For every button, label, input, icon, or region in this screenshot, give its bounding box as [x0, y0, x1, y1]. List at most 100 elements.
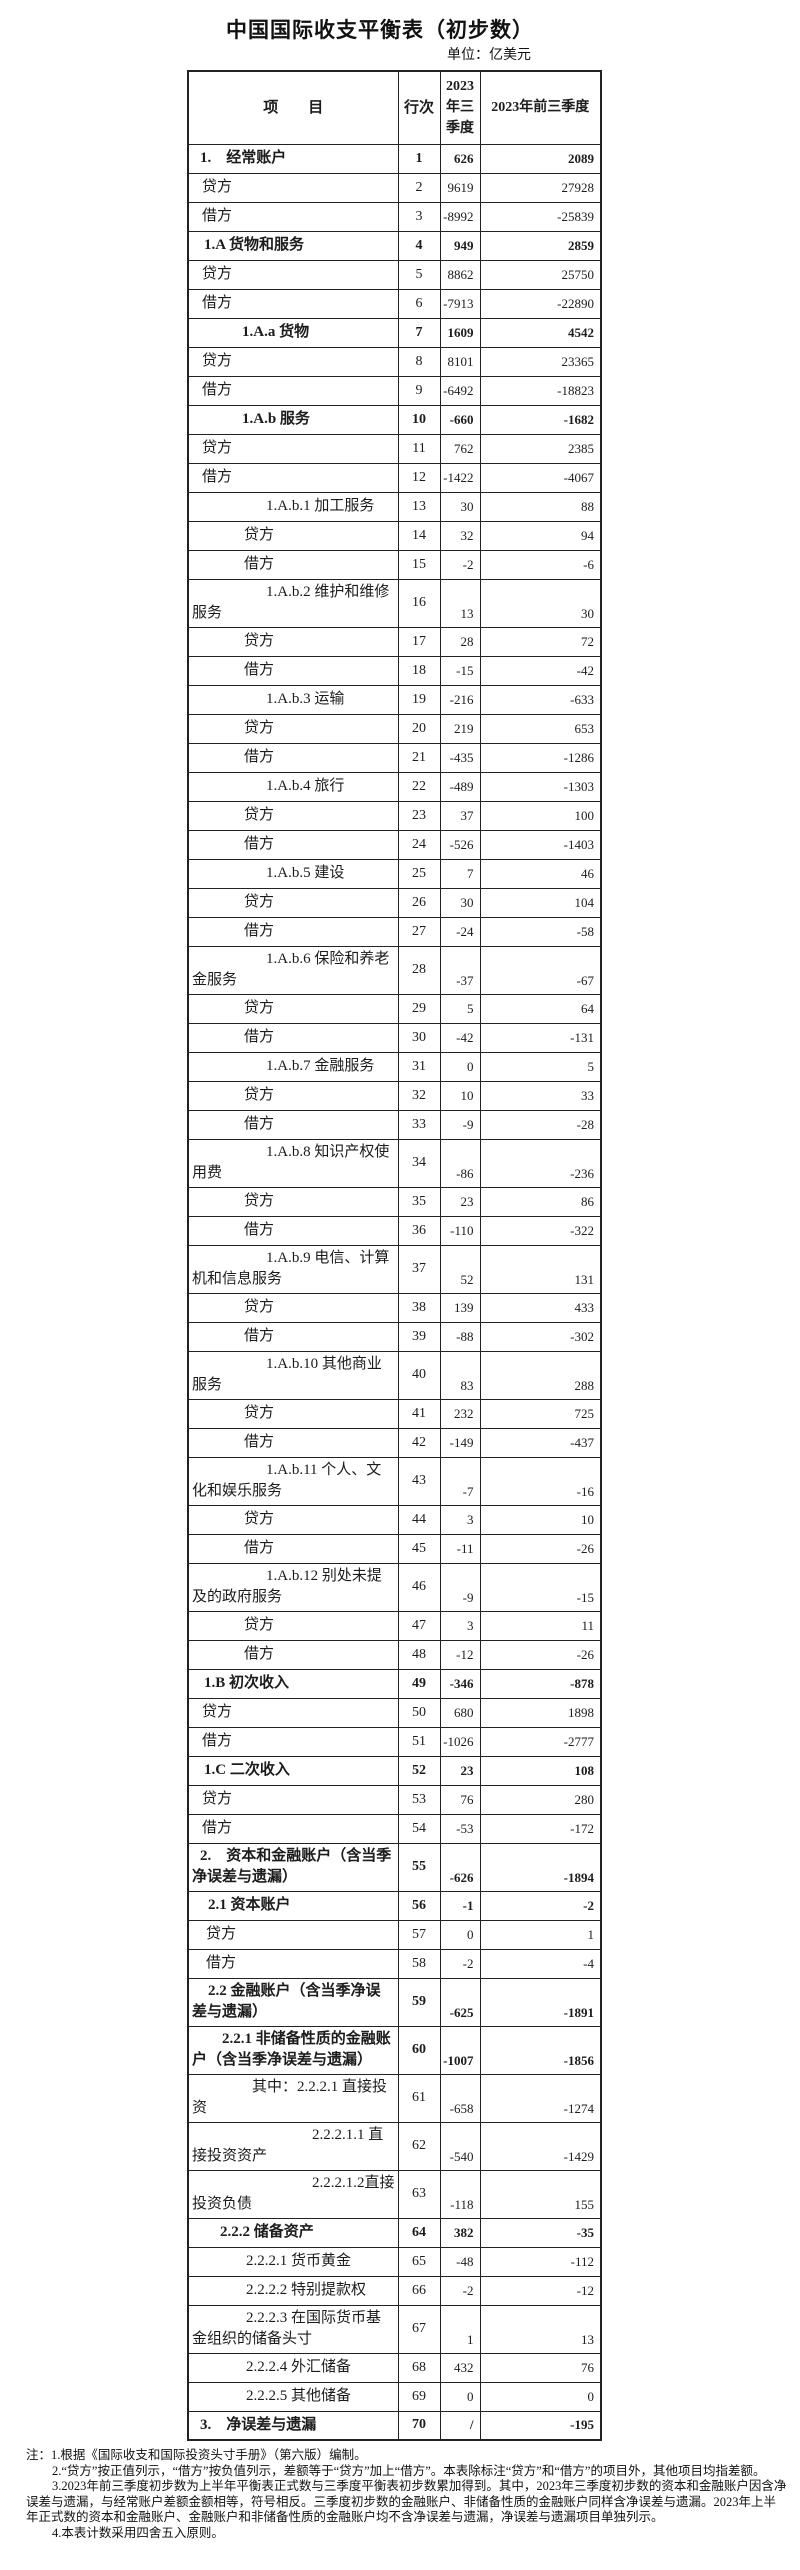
table-row: 贷方 35 23 86 — [187, 1186, 602, 1217]
cell-ytd-value: -1682 — [479, 404, 602, 435]
cell-ytd-value: -67 — [479, 945, 602, 995]
cell-item: 2.2.2.3 在国际货币基金组织的储备头寸 — [187, 2304, 399, 2354]
table-row: 借方 21 -435 -1286 — [187, 742, 602, 773]
cell-q3-value: 762 — [439, 433, 481, 464]
cell-q3-value: 9619 — [439, 172, 481, 203]
cell-ytd-value: -437 — [479, 1427, 602, 1458]
cell-item: 1.A.b.1 加工服务 — [187, 491, 399, 522]
cell-item: 借方 — [187, 549, 399, 580]
table-row: 2.2.2.4 外汇储备 68 432 76 — [187, 2352, 602, 2383]
cell-ytd-value: 46 — [479, 858, 602, 889]
cell-q3-value: -346 — [439, 1668, 481, 1699]
table-row: 借方 18 -15 -42 — [187, 655, 602, 686]
table-row: 贷方 17 28 72 — [187, 626, 602, 657]
cell-item: 借方 — [187, 655, 399, 686]
table-row: 1.A.b.11 个人、文化和娱乐服务 43 -7 -16 — [187, 1456, 602, 1506]
cell-item: 借方 — [187, 375, 399, 406]
cell-item: 1.A.b.9 电信、计算机和信息服务 — [187, 1244, 399, 1294]
cell-item: 2.2.2.1 货币黄金 — [187, 2246, 399, 2277]
cell-line-no: 15 — [397, 549, 441, 580]
cell-line-no: 43 — [397, 1456, 441, 1506]
cell-q3-value: -625 — [439, 1977, 481, 2027]
cell-q3-value: -9 — [439, 1109, 481, 1140]
cell-item: 借方 — [187, 1813, 399, 1844]
cell-line-no: 22 — [397, 771, 441, 802]
cell-line-no: 67 — [397, 2304, 441, 2354]
cell-ytd-value: -6 — [479, 549, 602, 580]
cell-item: 贷方 — [187, 1398, 399, 1429]
table-row: 2.2 金融账户（含当季净误差与遗漏） 59 -625 -1891 — [187, 1977, 602, 2027]
cell-q3-value: -6492 — [439, 375, 481, 406]
cell-line-no: 17 — [397, 626, 441, 657]
table-row: 2. 资本和金融账户（含当季净误差与遗漏） 55 -626 -1894 — [187, 1842, 602, 1892]
cell-item: 2.2.2.2 特别提款权 — [187, 2275, 399, 2306]
cell-item: 2.2 金融账户（含当季净误差与遗漏） — [187, 1977, 399, 2027]
cell-item: 1.A.b.12 别处未提及的政府服务 — [187, 1562, 399, 1612]
cell-line-no: 69 — [397, 2381, 441, 2412]
cell-line-no: 59 — [397, 1977, 441, 2027]
cell-item: 贷方 — [187, 1784, 399, 1815]
table-row: 借方 39 -88 -302 — [187, 1321, 602, 1352]
table-row: 贷方 8 8101 23365 — [187, 346, 602, 377]
cell-ytd-value: 33 — [479, 1080, 602, 1111]
table-row: 借方 36 -110 -322 — [187, 1215, 602, 1246]
cell-ytd-value: -26 — [479, 1639, 602, 1670]
cell-ytd-value: 280 — [479, 1784, 602, 1815]
cell-line-no: 19 — [397, 684, 441, 715]
cell-item: 1.A.b.4 旅行 — [187, 771, 399, 802]
table-row: 贷方 20 219 653 — [187, 713, 602, 744]
table-row: 借方 48 -12 -26 — [187, 1639, 602, 1670]
cell-item: 借方 — [187, 1321, 399, 1352]
table-row: 2.2.2.3 在国际货币基金组织的储备头寸 67 1 13 — [187, 2304, 602, 2354]
cell-q3-value: 1 — [439, 2304, 481, 2354]
cell-q3-value: -48 — [439, 2246, 481, 2277]
cell-line-no: 13 — [397, 491, 441, 522]
cell-line-no: 10 — [397, 404, 441, 435]
cell-ytd-value: -1286 — [479, 742, 602, 773]
cell-item: 1.A.b.5 建设 — [187, 858, 399, 889]
cell-ytd-value: -2 — [479, 1890, 602, 1921]
cell-q3-value: 30 — [439, 491, 481, 522]
cell-ytd-value: 100 — [479, 800, 602, 831]
cell-item: 借方 — [187, 1639, 399, 1670]
cell-ytd-value: 2089 — [479, 143, 602, 174]
cell-item: 贷方 — [187, 1697, 399, 1728]
cell-q3-value: 7 — [439, 858, 481, 889]
cell-q3-value: 232 — [439, 1398, 481, 1429]
cell-line-no: 31 — [397, 1051, 441, 1082]
table-row: 借方 54 -53 -172 — [187, 1813, 602, 1844]
cell-line-no: 61 — [397, 2073, 441, 2123]
cell-q3-value: 0 — [439, 2381, 481, 2412]
table-row: 3. 净误差与遗漏 70/-195 — [187, 2410, 602, 2441]
table-body: 1. 经常账户 1 626 2089 贷方 2 9619 27928 借方 3 -8992 -2583… — [187, 143, 602, 2441]
cell-ytd-value: -1274 — [479, 2073, 602, 2123]
cell-item: 借方 — [187, 742, 399, 773]
table-row: 贷方 57 0 1 — [187, 1919, 602, 1950]
table-row: 借方 27 -24 -58 — [187, 916, 602, 947]
cell-line-no: 51 — [397, 1726, 441, 1757]
cell-item: 借方 — [187, 201, 399, 232]
cell-ytd-value: -131 — [479, 1022, 602, 1053]
cell-ytd-value: -26 — [479, 1533, 602, 1564]
cell-q3-value: 8862 — [439, 259, 481, 290]
cell-item: 借方 — [187, 1533, 399, 1564]
cell-line-no: 38 — [397, 1292, 441, 1323]
cell-ytd-value: 5 — [479, 1051, 602, 1082]
cell-q3-value: 5 — [439, 993, 481, 1024]
cell-item: 借方 — [187, 1215, 399, 1246]
cell-q3-value: 32 — [439, 520, 481, 551]
cell-item: 贷方 — [187, 259, 399, 290]
note-line: 注：1.根据《国际收支和国际投资头寸手册》（第六版）编制。 — [26, 2448, 367, 2462]
cell-line-no: 64 — [397, 2217, 441, 2248]
cell-q3-value: -9 — [439, 1562, 481, 1612]
cell-line-no: 23 — [397, 800, 441, 831]
table-row: 借方 58 -2 -4 — [187, 1948, 602, 1979]
cell-item: 贷方 — [187, 1610, 399, 1641]
table-row: 贷方 32 10 33 — [187, 1080, 602, 1111]
cell-line-no: 18 — [397, 655, 441, 686]
cell-q3-value: 0 — [439, 1919, 481, 1950]
cell-item: 2.1 资本账户 — [187, 1890, 399, 1921]
table-row: 贷方 38 139 433 — [187, 1292, 602, 1323]
cell-ytd-value: -4067 — [479, 462, 602, 493]
